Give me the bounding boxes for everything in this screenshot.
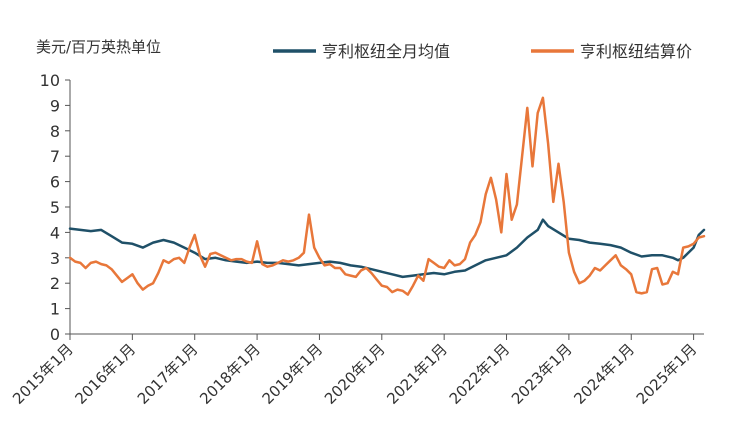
legend: 亨利枢纽全月均值 亨利枢纽结算价 — [273, 42, 692, 61]
y-tick-label: 9 — [50, 96, 60, 115]
x-tick-label: 2022年1月 — [446, 340, 514, 408]
y-tick-label: 7 — [50, 147, 60, 166]
legend-label-settlement-price: 亨利枢纽结算价 — [580, 42, 692, 61]
y-tick-label: 5 — [50, 198, 60, 217]
y-tick-label: 6 — [50, 173, 60, 192]
legend-label-monthly-average: 亨利枢纽全月均值 — [322, 42, 450, 61]
y-tick-label: 2 — [50, 274, 60, 293]
y-tick-label: 3 — [50, 249, 60, 268]
y-axis-unit-label: 美元/百万英热单位 — [36, 38, 161, 56]
x-tick-label: 2015年1月 — [9, 340, 77, 408]
x-tick-label: 2020年1月 — [321, 340, 389, 408]
y-tick-label: 1 — [50, 300, 60, 319]
x-axis: 2015年1月2016年1月2017年1月2018年1月2019年1月2020年… — [9, 333, 704, 408]
y-tick-label: 0 — [50, 325, 60, 344]
series-line-monthly-average — [68, 218, 706, 279]
series-line-settlement-price — [68, 96, 706, 296]
y-tick-label: 4 — [50, 223, 60, 242]
x-tick-label: 2019年1月 — [259, 340, 327, 408]
x-tick-label: 2018年1月 — [196, 340, 264, 408]
x-tick-label: 2021年1月 — [383, 340, 451, 408]
x-tick-label: 2016年1月 — [72, 340, 140, 408]
x-tick-label: 2023年1月 — [508, 340, 576, 408]
y-axis: 0 1 2 3 4 5 6 7 8 9 10 — [40, 71, 71, 344]
y-tick-label: 8 — [50, 122, 60, 141]
x-tick-label: 2025年1月 — [633, 340, 701, 408]
y-tick-label: 10 — [40, 71, 60, 90]
series-layer — [68, 96, 706, 296]
x-tick-label: 2024年1月 — [570, 340, 638, 408]
x-tick-label: 2017年1月 — [134, 340, 202, 408]
